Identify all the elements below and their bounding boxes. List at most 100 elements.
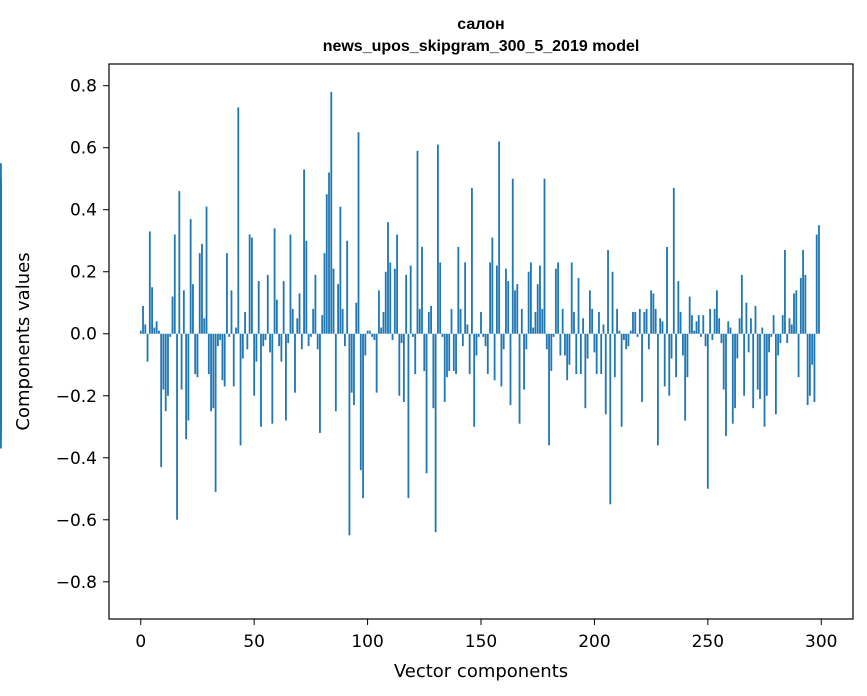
bar-221 — [641, 333, 643, 402]
bar-242 — [688, 296, 691, 334]
bar-238 — [679, 312, 682, 334]
bar-225 — [650, 290, 653, 334]
bar-171 — [527, 271, 530, 334]
bar-222 — [643, 312, 646, 334]
bar-104 — [375, 333, 378, 393]
bar-296 — [811, 333, 814, 365]
bar-1 — [142, 305, 144, 334]
bar-166 — [516, 284, 519, 334]
bar-230 — [661, 321, 664, 334]
bar-297 — [813, 333, 816, 402]
bar-19 — [182, 290, 185, 334]
bar-64 — [285, 333, 287, 421]
bar-13 — [169, 333, 172, 337]
bar-212 — [620, 333, 623, 427]
bar-192 — [575, 333, 578, 375]
bar-207 — [609, 333, 612, 505]
bar-198 — [588, 290, 591, 334]
bar-86 — [334, 333, 337, 412]
bar-268 — [747, 333, 750, 353]
bar-236 — [675, 333, 677, 378]
bar-122 — [416, 150, 419, 334]
bar-202 — [598, 312, 600, 334]
bar-27 — [201, 243, 203, 334]
bar-34 — [216, 333, 219, 347]
bar-44 — [239, 333, 242, 446]
bar-250 — [706, 333, 709, 489]
bar-186 — [561, 308, 564, 334]
bar-187 — [564, 333, 566, 356]
bar-245 — [695, 321, 698, 334]
bar-7 — [155, 321, 158, 334]
bar-259 — [727, 321, 730, 334]
bar-23 — [192, 284, 194, 334]
y-tick-label: 0.8 — [70, 77, 97, 97]
bar-117 — [405, 274, 408, 334]
bar-10 — [162, 333, 165, 390]
bar-84 — [330, 91, 333, 334]
bar-255 — [718, 318, 721, 334]
bar-224 — [647, 333, 650, 350]
bar-162 — [507, 281, 510, 334]
bar-282 — [779, 333, 782, 344]
bar-58 — [271, 333, 274, 424]
bar-16 — [176, 333, 178, 520]
bar-127 — [427, 312, 430, 334]
bar-3 — [146, 333, 149, 362]
bar-196 — [584, 333, 587, 409]
bar-213 — [623, 333, 625, 340]
bar-170 — [525, 333, 528, 350]
bar-22 — [189, 219, 192, 334]
bar-163 — [509, 333, 512, 406]
bar-167 — [518, 333, 521, 424]
y-tick-label: −0.8 — [56, 573, 97, 593]
bar-68 — [294, 333, 296, 393]
bar-256 — [720, 333, 723, 344]
bar-289 — [795, 290, 798, 334]
chart-title: салон — [457, 16, 504, 33]
bar-200 — [593, 333, 596, 353]
bar-234 — [670, 333, 673, 359]
bar-32 — [212, 333, 215, 409]
bar-273 — [759, 333, 761, 399]
bar-231 — [663, 333, 666, 387]
bar-47 — [246, 333, 249, 350]
bar-266 — [743, 333, 746, 396]
bar-211 — [618, 330, 621, 334]
bar-274 — [761, 327, 764, 334]
bar-98 — [362, 333, 364, 499]
bar-undefined — [0, 212, 2, 334]
bar-28 — [203, 318, 206, 334]
bar-80 — [321, 315, 324, 334]
bar-124 — [421, 246, 423, 334]
bar-56 — [266, 274, 269, 334]
bar-65 — [287, 333, 290, 344]
bar-63 — [282, 281, 285, 334]
bar-188 — [566, 333, 569, 381]
bar-228 — [657, 333, 659, 446]
bar-137 — [450, 308, 453, 334]
bar-88 — [339, 206, 342, 334]
bar-61 — [278, 333, 281, 347]
bar-70 — [298, 293, 301, 334]
x-tick-label: 50 — [243, 632, 265, 652]
bar-197 — [586, 333, 589, 359]
bar-262 — [734, 333, 736, 409]
bar-57 — [269, 333, 271, 353]
bar-73 — [305, 240, 308, 334]
x-axis-label: Vector components — [394, 661, 568, 682]
bar-260 — [729, 327, 732, 334]
bar-49 — [251, 237, 253, 334]
bar-286 — [788, 318, 791, 334]
bar-154 — [489, 262, 491, 334]
bar-227 — [654, 308, 657, 334]
bar-11 — [164, 333, 167, 412]
bar-72 — [303, 169, 305, 334]
bar-294 — [806, 333, 809, 406]
bar-272 — [756, 333, 759, 390]
bar-66 — [289, 234, 292, 334]
bar-243 — [691, 315, 693, 334]
bar-156 — [493, 333, 496, 381]
y-tick-label: −0.6 — [56, 511, 97, 531]
bar-17 — [178, 191, 181, 334]
